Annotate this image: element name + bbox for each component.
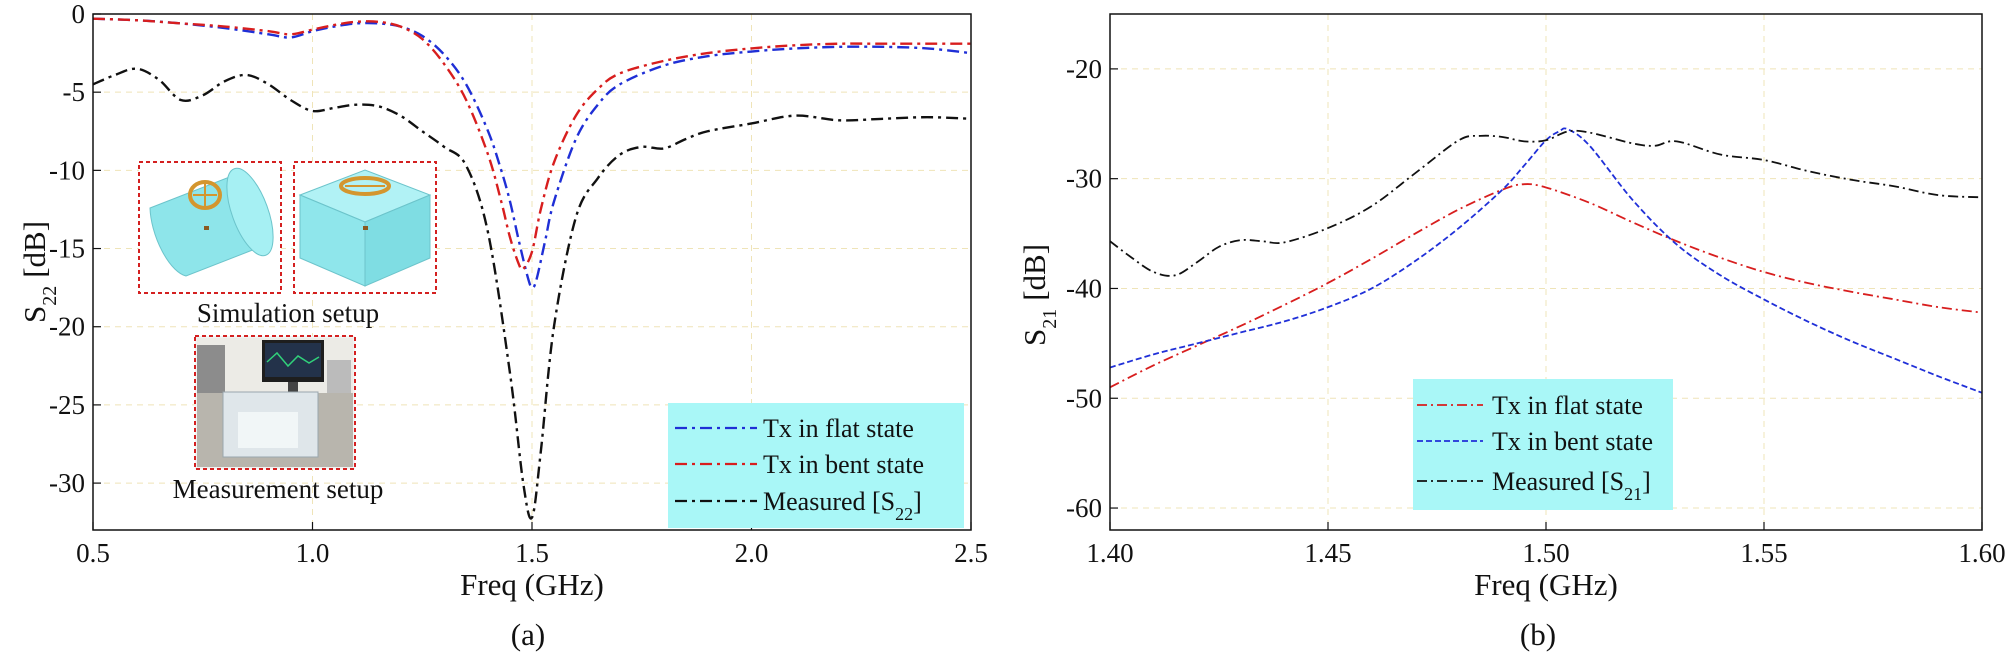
legend-b-label-bent: Tx in bent state (1492, 427, 1653, 456)
series-line-a-3 (93, 67, 971, 520)
y-tick-label: -40 (1066, 273, 1102, 303)
series-group-a (93, 17, 971, 520)
y-tick-label: -60 (1066, 493, 1102, 523)
measurement-setup-label: Measurement setup (173, 474, 384, 504)
caption-b: (b) (1520, 617, 1556, 652)
x-tick-label: 1.60 (1958, 538, 2005, 568)
x-tick-label: 1.5 (515, 538, 549, 568)
legend-a-background (668, 403, 964, 528)
legend-b-background (1413, 379, 1673, 510)
cylinder-phantom-image (149, 167, 274, 277)
y-tick-label: -10 (49, 155, 85, 185)
legend-a: Tx in flat state Tx in bent state Measur… (668, 403, 964, 528)
y-tick-label: -50 (1066, 383, 1102, 413)
y-tick-label: -25 (49, 390, 85, 420)
x-tick-label: 1.40 (1086, 538, 1133, 568)
x-axis-label-a: Freq (GHz) (460, 567, 604, 602)
x-tick-label: 0.5 (76, 538, 110, 568)
measurement-photo (197, 338, 353, 467)
y-tick-label: -15 (49, 234, 85, 264)
legend-b-label-flat: Tx in flat state (1492, 391, 1643, 420)
box-phantom-image (298, 169, 432, 287)
panel-b: 1.40 1.45 1.50 1.55 1.60 -20 -30 -40 -50 -60 Tx i… (1017, 13, 2006, 652)
series-group-b (1110, 127, 1982, 394)
series-line-b-1 (1110, 183, 1982, 389)
grid-b (1110, 14, 1982, 530)
x-tick-label: 1.55 (1740, 538, 1787, 568)
y-tick-label: -30 (49, 468, 85, 498)
simulation-setup-inset: Simulation setup (138, 161, 437, 328)
series-line-b-2 (1110, 127, 1982, 394)
x-tick-label: 2.0 (735, 538, 769, 568)
y-tick-label: -20 (1066, 54, 1102, 84)
panel-a: 0.5 1.0 1.5 2.0 2.5 0 -5 -10 -15 -20 -25 -30 (17, 0, 988, 652)
series-line-a-2 (93, 17, 971, 271)
caption-a: (a) (511, 617, 545, 652)
ticks-b: 1.40 1.45 1.50 1.55 1.60 -20 -30 -40 -50 -60 (1066, 54, 2006, 568)
y-tick-label: 0 (72, 0, 86, 29)
y-tick-label: -30 (1066, 164, 1102, 194)
y-tick-label: -5 (63, 77, 86, 107)
legend-a-label-bent: Tx in bent state (763, 450, 924, 479)
x-tick-label: 1.0 (296, 538, 330, 568)
x-tick-label: 2.5 (954, 538, 988, 568)
y-axis-label-a: S22[dB] (17, 221, 61, 323)
legend-a-label-flat: Tx in flat state (763, 414, 914, 443)
y-tick-label: -20 (49, 312, 85, 342)
legend-b: Tx in flat state Tx in bent state Measur… (1413, 379, 1673, 510)
x-axis-label-b: Freq (GHz) (1474, 567, 1618, 602)
simulation-setup-label: Simulation setup (197, 298, 379, 328)
series-line-b-3 (1110, 129, 1982, 277)
y-axis-label-b: S21[dB] (1017, 244, 1061, 346)
measurement-setup-inset: Measurement setup (173, 335, 384, 504)
x-tick-label: 1.50 (1522, 538, 1569, 568)
x-tick-label: 1.45 (1304, 538, 1351, 568)
ticks-a: 0.5 1.0 1.5 2.0 2.5 0 -5 -10 -15 -20 -25 -30 (49, 0, 988, 568)
series-line-a-1 (93, 17, 971, 289)
